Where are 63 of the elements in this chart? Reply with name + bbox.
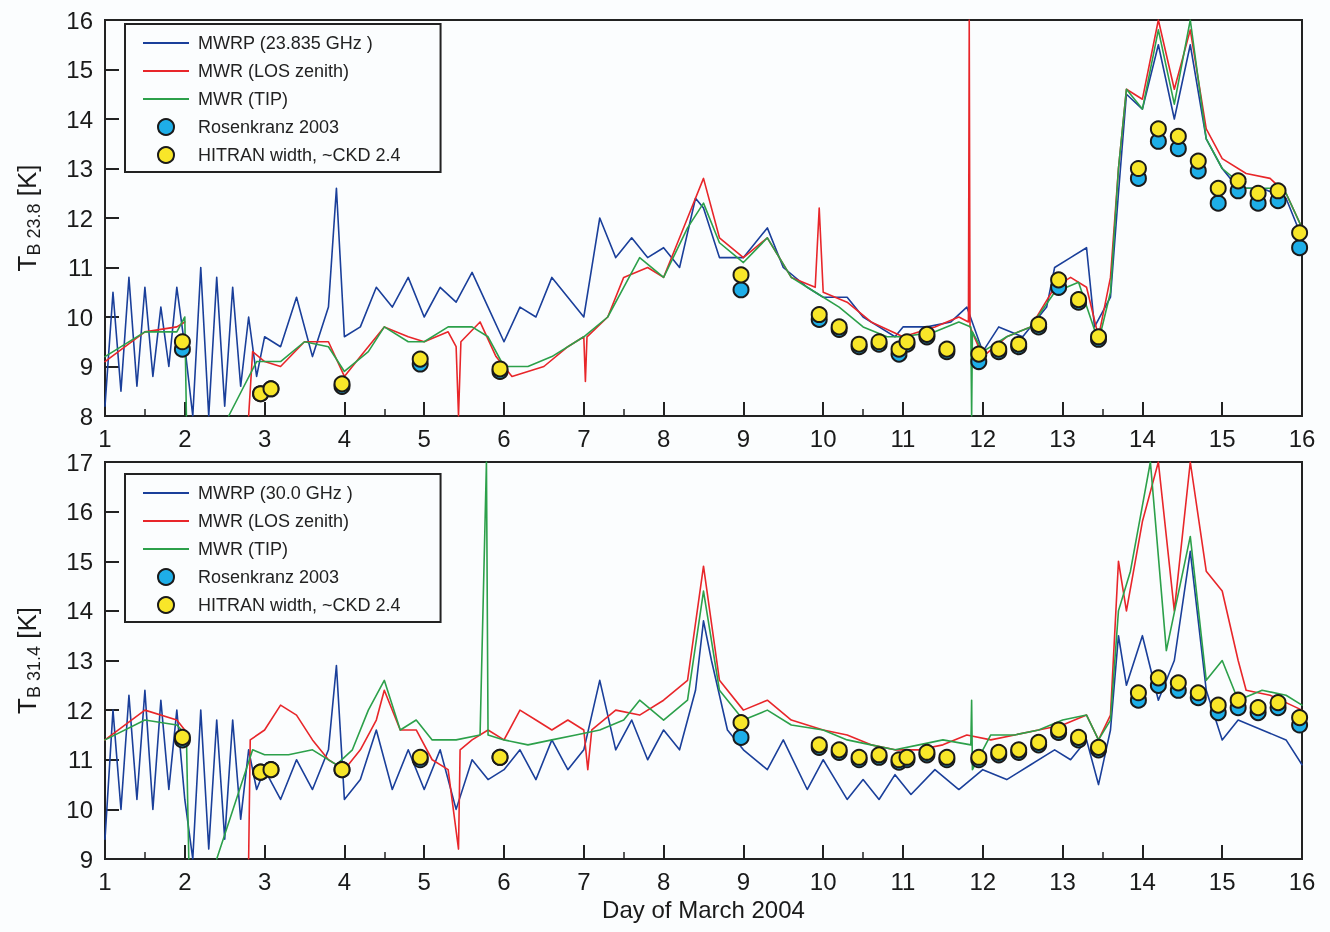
- y-tick-label: 14: [66, 597, 93, 625]
- y-tick-label: 9: [79, 353, 93, 380]
- legend-label: MWR (LOS zenith): [198, 511, 350, 531]
- x-tick-label: 5: [417, 867, 431, 895]
- x-tick-label: 4: [337, 424, 352, 452]
- x-tick-label: 10: [809, 867, 837, 895]
- y-tick-label: 12: [66, 696, 93, 724]
- legend-label: MWRP (23.835 GHz ): [198, 33, 373, 53]
- legend-label: MWR (TIP): [198, 539, 288, 559]
- y-tick-label: 8: [79, 402, 93, 430]
- x-tick-label: 1: [98, 867, 112, 895]
- x-tick-label: 14: [1129, 424, 1156, 452]
- x-tick-label: 11: [890, 867, 916, 895]
- legend-label: MWR (TIP): [198, 89, 288, 109]
- x-tick-label: 15: [1208, 424, 1236, 452]
- x-tick-label: 5: [417, 424, 431, 452]
- y-tick-label: 13: [66, 155, 93, 182]
- legend-label: MWRP (30.0 GHz ): [198, 483, 353, 503]
- y-axis-title: TB 23.8 [K]: [12, 164, 44, 272]
- y-tick-label: 10: [66, 795, 93, 823]
- x-tick-label: 6: [497, 424, 511, 452]
- x-tick-label: 1: [98, 424, 112, 452]
- y-tick-label: 15: [66, 547, 93, 575]
- x-tick-label: 9: [736, 424, 751, 452]
- x-tick-label: 12: [969, 424, 997, 452]
- legend-label: Rosenkranz 2003: [198, 567, 340, 587]
- y-tick-label: 9: [79, 845, 93, 873]
- y-tick-label: 13: [66, 647, 93, 674]
- x-axis-title: Day of March 2004: [602, 896, 805, 924]
- x-tick-label: 15: [1208, 867, 1236, 895]
- x-tick-label: 2: [178, 867, 192, 895]
- legend-label: HITRAN width, ~CKD 2.4: [198, 145, 401, 165]
- y-tick-label: 16: [66, 6, 93, 34]
- y-tick-label: 11: [68, 254, 93, 281]
- x-tick-label: 16: [1288, 424, 1316, 452]
- y-axis-title: TB 31.4 [K]: [12, 607, 44, 714]
- x-tick-label: 2: [178, 424, 192, 452]
- x-tick-label: 12: [969, 867, 997, 895]
- x-tick-label: 3: [257, 424, 272, 452]
- y-tick-label: 14: [66, 105, 93, 133]
- x-tick-label: 13: [1049, 424, 1076, 452]
- x-tick-label: 4: [337, 867, 352, 895]
- y-tick-label: 15: [66, 56, 93, 83]
- y-tick-label: 11: [68, 746, 93, 774]
- x-tick-label: 8: [656, 424, 671, 452]
- y-tick-label: 12: [66, 204, 93, 232]
- y-tick-label: 10: [66, 303, 93, 331]
- legend-label: Rosenkranz 2003: [198, 117, 340, 137]
- y-tick-label: 16: [66, 498, 93, 526]
- x-tick-label: 8: [656, 867, 671, 895]
- legend-label: MWR (LOS zenith): [198, 61, 350, 81]
- legend-label: HITRAN width, ~CKD 2.4: [198, 595, 401, 615]
- x-tick-label: 3: [257, 867, 272, 895]
- x-tick-label: 6: [497, 867, 511, 895]
- y-tick-label: 17: [66, 448, 93, 476]
- x-tick-label: 7: [577, 867, 591, 895]
- x-tick-label: 11: [890, 424, 916, 452]
- x-tick-label: 14: [1129, 867, 1156, 895]
- x-tick-label: 7: [577, 424, 591, 452]
- x-tick-label: 16: [1288, 867, 1316, 895]
- x-tick-label: 13: [1049, 867, 1076, 895]
- x-tick-label: 10: [809, 424, 837, 452]
- x-tick-label: 9: [736, 867, 751, 895]
